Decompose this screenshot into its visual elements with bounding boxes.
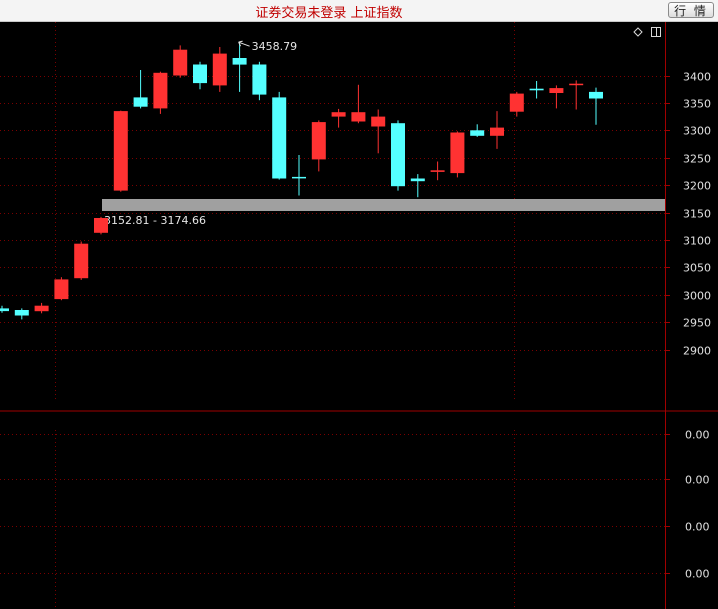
price-tick-label: 3000 — [683, 290, 711, 303]
volume-tick-label: 0.00 — [685, 474, 710, 487]
candle-body — [272, 97, 287, 179]
candle-body — [371, 116, 386, 127]
gap-band-label: 3152.81 - 3174.66 — [104, 214, 206, 227]
candle — [490, 111, 504, 149]
candle-body — [509, 93, 524, 112]
candle — [470, 124, 485, 137]
candle-body — [133, 97, 148, 107]
candle-body — [569, 83, 584, 86]
candle-body — [193, 64, 207, 84]
price-tick-label: 2950 — [683, 317, 711, 330]
candle-body — [252, 64, 267, 95]
candle-body — [94, 218, 108, 233]
candle — [351, 84, 366, 124]
candle-body — [0, 308, 9, 312]
candle-body — [292, 176, 306, 179]
volume-tick-label: 0.00 — [685, 568, 710, 581]
candle — [391, 120, 405, 191]
candle-body — [351, 112, 366, 122]
title-bar: 证券交易未登录 上证指数 行 情 — [0, 0, 718, 22]
candle — [133, 70, 148, 109]
candle — [34, 302, 49, 314]
candle — [509, 91, 524, 117]
max-price-label: 3458.79 — [252, 40, 298, 53]
price-tick-label: 3100 — [683, 235, 711, 248]
volume-tick-label: 0.00 — [685, 429, 710, 442]
candle-body — [173, 49, 188, 76]
price-tick-label: 3150 — [683, 208, 711, 221]
candle — [331, 108, 346, 128]
price-tick-label: 3200 — [683, 180, 711, 193]
candle — [292, 155, 306, 196]
price-tick-label: 2900 — [683, 345, 711, 358]
candle — [430, 161, 445, 181]
candle-body — [391, 123, 405, 187]
candle — [193, 61, 207, 90]
price-axis: 3400 3350 3300 3250 3200 3150 3100 3050 3000 2950… — [665, 71, 711, 358]
candle — [113, 110, 128, 192]
candle-body — [54, 279, 69, 300]
candle — [549, 85, 564, 109]
panel-toggle-icon[interactable] — [651, 27, 661, 37]
price-tick-label: 3250 — [683, 153, 711, 166]
quote-button[interactable]: 行 情 — [668, 2, 714, 18]
price-tick-label: 3400 — [683, 71, 711, 84]
candle — [14, 308, 29, 320]
volume-tick-label: 0.00 — [685, 521, 710, 534]
candle-body — [34, 305, 49, 312]
candle-body — [450, 132, 465, 174]
candle — [450, 131, 465, 178]
candle-body — [470, 130, 485, 136]
candle-body — [212, 53, 227, 86]
diamond-icon[interactable] — [633, 27, 643, 37]
candle-body — [113, 111, 128, 191]
candle — [272, 91, 287, 180]
candle — [569, 80, 584, 110]
candle — [252, 61, 267, 101]
volume-axis: 0.00 0.00 0.00 0.00 — [665, 429, 710, 581]
candle-body — [311, 122, 326, 160]
candle-body — [430, 170, 445, 172]
candle — [94, 216, 108, 235]
candle — [0, 305, 9, 313]
candle — [212, 47, 227, 92]
max-marker: 3458.79 — [238, 40, 298, 53]
candle — [529, 81, 544, 99]
candle — [232, 43, 247, 92]
candle-body — [529, 88, 544, 91]
candle — [311, 120, 326, 172]
candle — [371, 109, 386, 154]
volume-gridlines — [0, 434, 665, 574]
window-title: 证券交易未登录 上证指数 — [255, 6, 403, 21]
price-tick-label: 3300 — [683, 125, 711, 138]
candlestick-chart: 3152.81 - 3174.66 3458.79 3400 3350 3300 32… — [0, 22, 718, 609]
candle-body — [490, 127, 504, 136]
candle-body — [589, 91, 603, 99]
candle-body — [153, 72, 168, 109]
price-tick-label: 3050 — [683, 262, 711, 275]
candle — [173, 45, 188, 78]
candle-body — [74, 243, 89, 279]
price-gridlines — [0, 76, 665, 351]
candle-body — [232, 58, 247, 65]
candle-body — [331, 112, 346, 117]
candle-body — [410, 178, 425, 182]
candle-body — [549, 88, 564, 93]
candle-body — [14, 310, 29, 316]
candle — [153, 71, 168, 114]
candle — [74, 241, 89, 280]
candle — [410, 174, 425, 198]
price-tick-label: 3350 — [683, 98, 711, 111]
gap-band — [102, 199, 665, 211]
max-arrow-icon — [238, 40, 250, 47]
candle — [54, 277, 69, 301]
candles — [0, 43, 603, 320]
candle — [589, 87, 603, 125]
